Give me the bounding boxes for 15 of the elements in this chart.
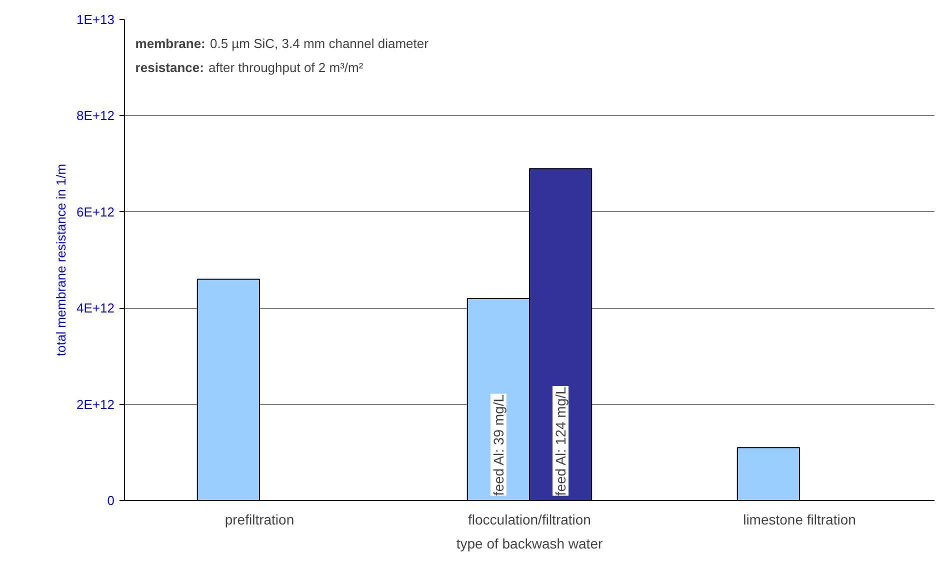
y-tick-label: 0 [107, 493, 115, 508]
annotation: membrane: 0.5 µm SiC, 3.4 mm channel diameter [135, 36, 430, 52]
y-tick-label: 2E+12 [76, 396, 114, 412]
y-tick-label: 4E+12 [76, 300, 114, 316]
y-tick-label: 6E+12 [76, 204, 114, 220]
x-tick-label: limestone filtration [743, 512, 856, 528]
y-tick-label: 1E+13 [76, 12, 114, 27]
series-label: feed Al: 124 mg/L [552, 386, 569, 496]
x-tick-label: flocculation/filtration [468, 512, 591, 528]
y-axis-title: total membrane resistance in 1/m [54, 164, 69, 356]
annotation: resistance: after throughput of 2 m³/m² [135, 60, 364, 76]
series-label: feed Al: 39 mg/L [490, 394, 506, 496]
y-tick-label: 8E+12 [76, 108, 114, 124]
x-axis-title: type of backwash water [456, 536, 603, 552]
x-tick-label: prefiltration [224, 512, 294, 528]
